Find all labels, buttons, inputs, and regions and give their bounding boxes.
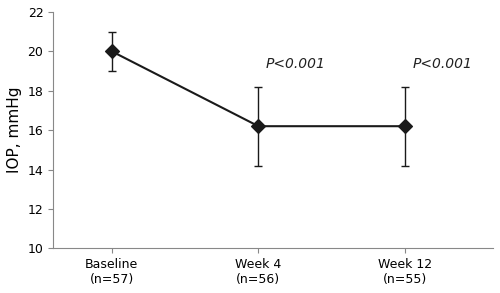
Text: P<0.001: P<0.001 [412, 57, 472, 71]
Text: P<0.001: P<0.001 [266, 57, 326, 71]
Point [254, 124, 262, 129]
Point [108, 49, 116, 54]
Y-axis label: IOP, mmHg: IOP, mmHg [7, 87, 22, 173]
Point [401, 124, 409, 129]
